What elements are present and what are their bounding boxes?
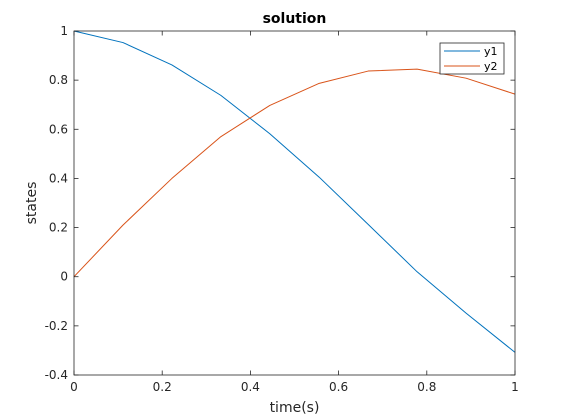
y-tick-label: 0.8	[49, 73, 68, 87]
x-axis-label: time(s)	[270, 400, 320, 416]
x-tick-label: 0	[70, 380, 78, 394]
legend-box	[439, 42, 505, 75]
x-tick-label: 0.8	[417, 380, 436, 394]
x-tick-label: 0.2	[153, 380, 172, 394]
series-line-y1	[73, 30, 516, 353]
legend-label-y2: y2	[484, 60, 498, 73]
axes-box	[73, 30, 516, 376]
y-axis-label: states	[24, 182, 40, 225]
legend-label-y1: y1	[484, 45, 498, 58]
chart-title: solution	[263, 11, 327, 27]
y-tick-label: 1	[60, 24, 68, 38]
y-tick-label: -0.2	[45, 319, 68, 333]
y-tick-label: 0.6	[49, 122, 68, 136]
x-tick-label: 0.4	[241, 380, 260, 394]
x-tick-label: 0.6	[329, 380, 348, 394]
ticks-layer: 0 0.2 0.4 0.6 0.8 1 -0.4 -0.2 0 0.2 0.4 0.6 0.8 1	[45, 24, 519, 394]
legend: y1 y2	[439, 42, 505, 75]
plot-area	[74, 31, 515, 375]
y-tick-label: 0.2	[49, 221, 68, 235]
y-tick-label: -0.4	[45, 368, 68, 382]
y-tick-label: 0.4	[49, 171, 68, 185]
x-tick-label: 1	[511, 380, 519, 394]
y-tick-label: 0	[60, 270, 68, 284]
